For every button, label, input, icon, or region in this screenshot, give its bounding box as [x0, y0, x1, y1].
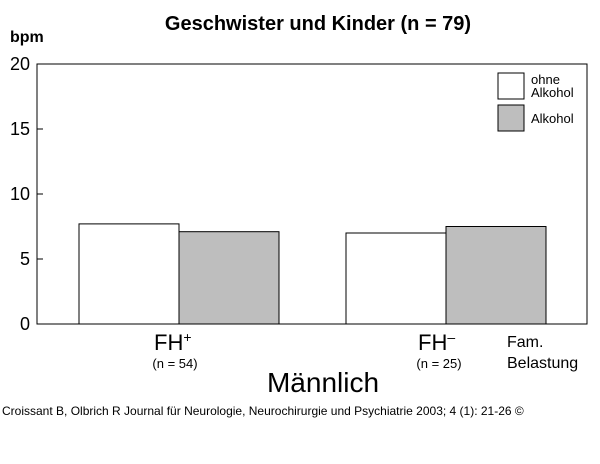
x-axis-caption: Fam. Belastung	[507, 334, 578, 372]
y-axis-unit: bpm	[10, 29, 44, 46]
y-tick-label: 5	[20, 249, 30, 269]
legend-label: ohne Alkohol	[531, 72, 574, 100]
chart-title: Geschwister und Kinder (n = 79)	[165, 13, 471, 35]
category-count: (n = 25)	[416, 356, 461, 371]
y-tick-label: 10	[10, 184, 30, 204]
bar-ohne-alkohol-fh-plus	[78, 223, 180, 325]
category-label: FH–	[418, 329, 455, 355]
bar-ohne-alkohol-fh-minus	[345, 232, 447, 325]
category-count: (n = 54)	[152, 356, 197, 371]
y-tick-label: 20	[10, 54, 30, 74]
y-tick-label: 15	[10, 119, 30, 139]
bar-alkohol-fh-minus	[445, 226, 547, 325]
legend-label: Alkohol	[531, 111, 574, 126]
legend-swatch	[497, 104, 525, 132]
legend-swatch	[497, 72, 525, 100]
bar-alkohol-fh-plus	[178, 231, 280, 325]
category-labels: FH+(n = 54) FH–(n = 25)	[152, 329, 461, 371]
subject-label: Männlich	[267, 367, 379, 398]
legend: ohne Alkohol Alkohol	[497, 72, 574, 132]
y-tick-label: 0	[20, 314, 30, 334]
category-label: FH+	[154, 329, 192, 355]
citation: Croissant B, Olbrich R Journal für Neuro…	[2, 404, 524, 418]
bars	[78, 223, 547, 325]
y-axis-ticks: 0 5 10 15 20	[10, 54, 43, 334]
